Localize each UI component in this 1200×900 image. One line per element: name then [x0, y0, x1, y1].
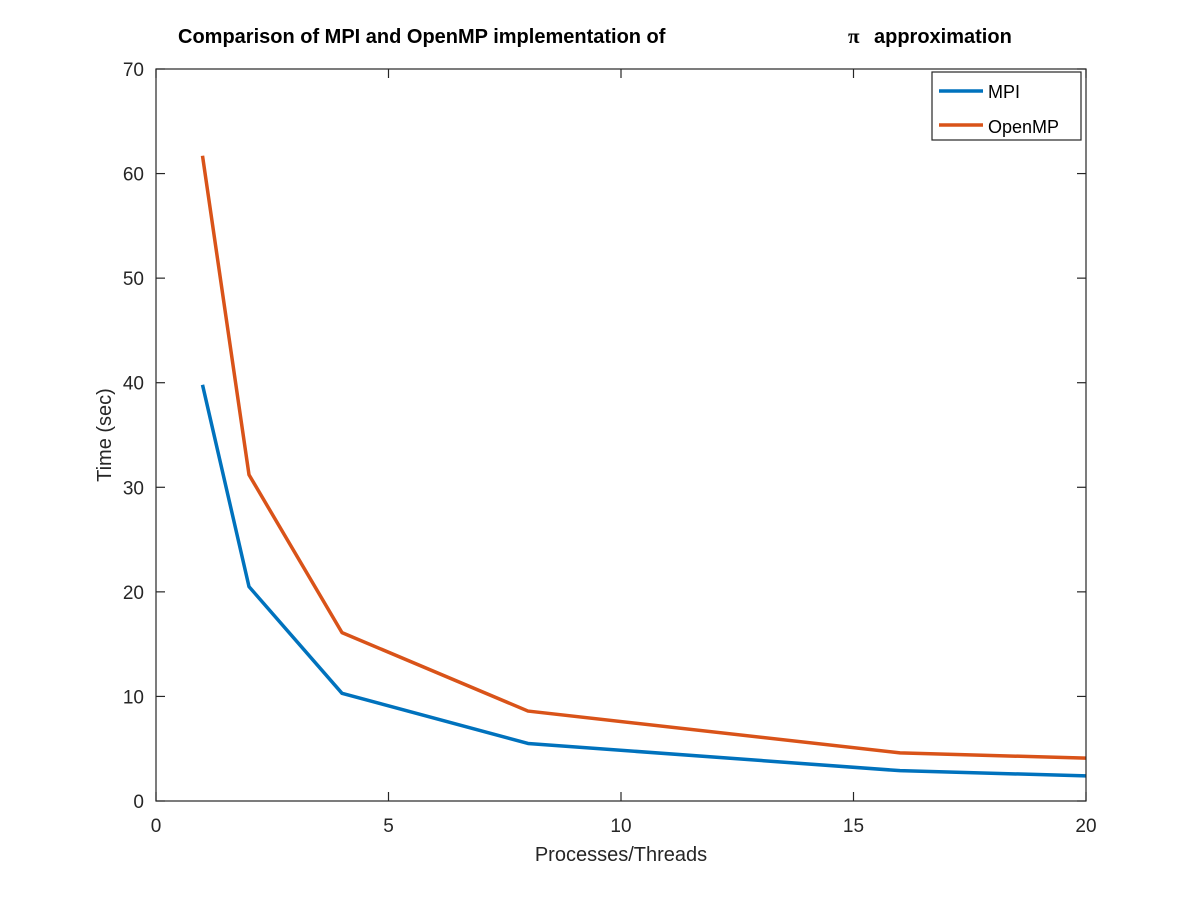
y-tick-label: 10	[123, 687, 144, 708]
y-tick-label: 70	[123, 60, 144, 81]
y-tick-label: 20	[123, 583, 144, 604]
x-tick-label: 15	[843, 816, 864, 837]
x-tick-label: 10	[610, 816, 631, 837]
chart-title-suffix: approximation	[874, 26, 1012, 48]
x-tick-label: 20	[1075, 816, 1096, 837]
y-tick-label: 60	[123, 165, 144, 186]
chart-title-symbol: π	[848, 24, 860, 48]
plot-area	[156, 69, 1086, 801]
x-tick-label: 0	[151, 816, 162, 837]
y-tick-label: 40	[123, 374, 144, 395]
x-axis-label: Processes/Threads	[535, 844, 707, 866]
legend: MPI OpenMP	[932, 72, 1081, 140]
chart-title: Comparison of MPI and OpenMP implementat…	[178, 24, 1012, 48]
y-tick-label: 0	[133, 792, 144, 813]
legend-label-mpi: MPI	[988, 82, 1020, 102]
y-axis-label: Time (sec)	[94, 388, 116, 482]
legend-label-openmp: OpenMP	[988, 117, 1059, 137]
y-tick-label: 50	[123, 269, 144, 290]
y-tick-label: 30	[123, 478, 144, 499]
x-tick-label: 5	[383, 816, 394, 837]
chart-title-main: Comparison of MPI and OpenMP implementat…	[178, 26, 666, 48]
